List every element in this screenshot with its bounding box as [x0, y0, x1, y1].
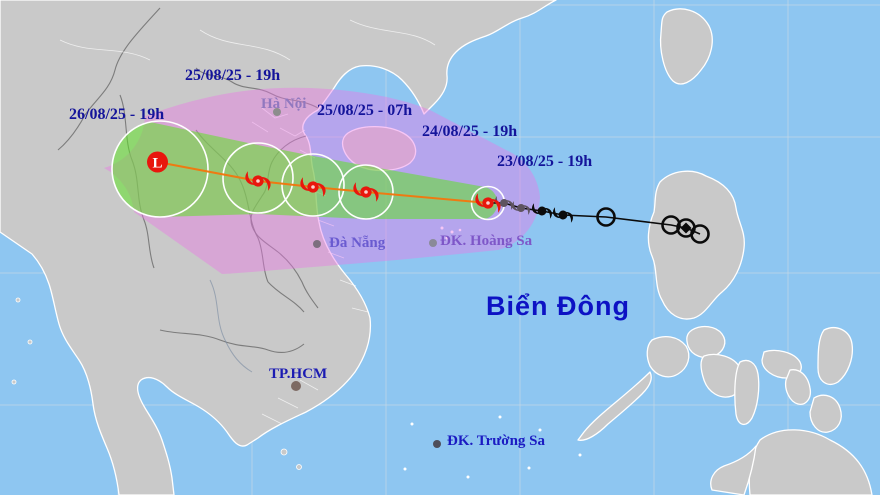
leyte-island — [809, 394, 842, 433]
sea-name-label: Biển Đông — [486, 291, 630, 321]
city-label-hoang-sa: ĐK. Hoàng Sa — [440, 233, 533, 249]
andaman-islet — [11, 379, 17, 385]
visayas-islands — [686, 325, 726, 359]
date-label-23-19h: 23/08/25 - 19h — [497, 153, 593, 170]
gulf-islet — [296, 464, 302, 470]
spratly-specks — [403, 415, 582, 479]
paracel-specks — [440, 226, 462, 240]
city-label-ha-noi: Hà Nội — [261, 96, 307, 112]
luzon-island — [647, 170, 745, 320]
city-label-da-nang: Đà Nẵng — [329, 235, 386, 251]
date-label-25-07h: 25/08/25 - 07h — [317, 102, 413, 119]
low-pressure-letter: L — [152, 156, 162, 172]
province-borders — [59, 19, 436, 425]
visayas-islands — [700, 353, 744, 398]
taiwan-island — [659, 8, 713, 85]
city-label-truong-sa: ĐK. Trường Sa — [447, 433, 546, 449]
date-label-24-19h: 24/08/25 - 19h — [422, 123, 518, 140]
gulf-islet — [280, 448, 288, 456]
mainland-asia — [0, 0, 557, 495]
low-pressure-marker: L — [147, 151, 168, 173]
mindoro-island — [646, 335, 690, 378]
hainan-island — [341, 125, 417, 172]
city-label-tp-hcm: TP.HCM — [269, 366, 328, 382]
date-label-26-19h: 26/08/25 - 19h — [69, 106, 165, 123]
visayas-islands — [784, 369, 812, 405]
date-label-25-19h: 25/08/25 - 19h — [185, 67, 281, 84]
palawan-island — [577, 371, 652, 441]
forecast-position-symbols — [242, 164, 504, 220]
past-position-symbols — [492, 191, 710, 244]
samar-island — [817, 327, 854, 385]
andaman-islet — [27, 339, 33, 345]
mindanao-west-lobe — [710, 445, 757, 495]
andaman-islet — [15, 297, 21, 303]
visayas-islands — [734, 359, 760, 425]
city-dots — [273, 108, 441, 448]
